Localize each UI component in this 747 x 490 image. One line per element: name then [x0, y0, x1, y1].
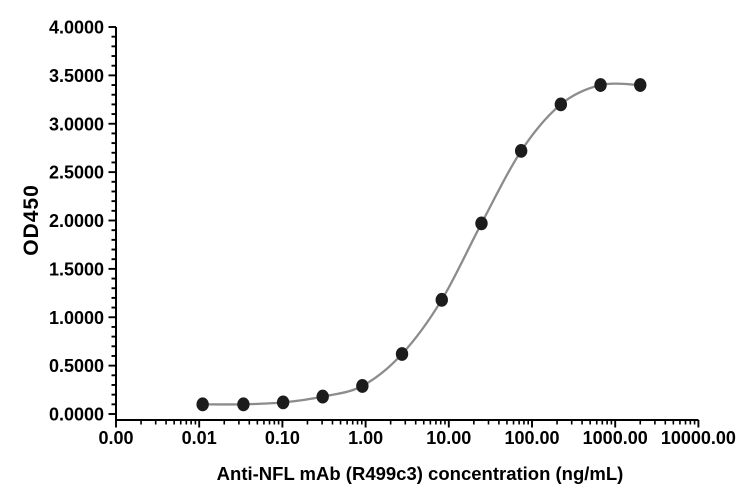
- data-point-marker: [554, 97, 568, 112]
- data-point-marker: [237, 397, 250, 412]
- data-point-marker: [475, 216, 488, 231]
- x-tick-label: 100.00: [504, 428, 559, 448]
- y-tick-label: 1.5000: [49, 259, 104, 279]
- x-tick-label: 10.00: [426, 428, 471, 448]
- data-point-marker: [196, 397, 209, 412]
- x-tick-label: 10000.00: [661, 428, 736, 448]
- data-point-marker: [634, 78, 647, 92]
- y-tick-label: 1.0000: [49, 308, 104, 328]
- x-tick-label: 1.00: [348, 428, 383, 448]
- y-tick-label: 2.0000: [49, 211, 104, 231]
- y-axis-title: OD450: [20, 184, 43, 256]
- y-tick-label: 3.0000: [49, 114, 104, 134]
- x-tick-label: 1000.00: [583, 428, 648, 448]
- y-tick-label: 4.0000: [49, 18, 104, 38]
- x-axis-title: Anti-NFL mAb (R499c3) concentration (ng/…: [217, 463, 624, 484]
- data-point-marker: [395, 347, 409, 361]
- plot-area: 0.0000 0.5000 1.0000 1.5000 2.0000 2.5000 3.00…: [49, 18, 736, 449]
- axes-lines: [115, 27, 699, 421]
- y-tick-label: 0.0000: [49, 405, 104, 425]
- data-point-marker: [316, 389, 329, 404]
- y-tick-label: 2.5000: [49, 163, 104, 183]
- data-point-marker: [276, 395, 290, 410]
- x-tick-label: 0.10: [265, 428, 300, 448]
- data-point-marker: [435, 292, 448, 307]
- fit-curve: [201, 82, 642, 406]
- data-point-marker: [514, 143, 528, 158]
- y-tick-label: 3.5000: [49, 66, 104, 86]
- x-tick-label: 0.01: [182, 428, 217, 448]
- data-point-marker: [356, 379, 369, 393]
- data-point-marker: [594, 78, 607, 92]
- x-tick-label: 0.00: [98, 428, 133, 448]
- y-tick-label: 0.5000: [49, 356, 104, 376]
